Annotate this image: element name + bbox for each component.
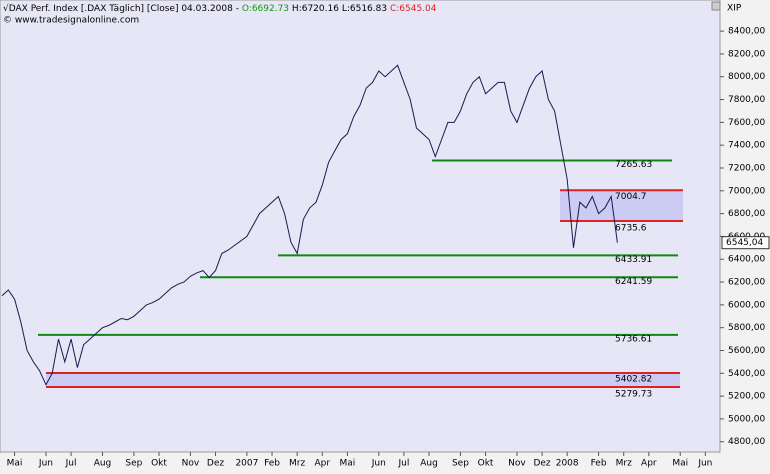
- zone: [560, 190, 683, 221]
- y-tick-label: 6400,00: [728, 255, 765, 265]
- x-tick-label: Mrz: [289, 459, 305, 469]
- x-tick-label: Mai: [7, 459, 23, 469]
- y-tick-label: 8000,00: [728, 72, 765, 82]
- level-label: 5279.73: [615, 390, 652, 400]
- x-tick-label: Okt: [478, 459, 494, 469]
- last-value-box: [721, 236, 770, 250]
- title: √DAX Perf. Index [.DAX Täglich] [Close] …: [3, 3, 239, 14]
- x-tick-label: Mai: [340, 459, 356, 469]
- y-tick-label: 7400,00: [728, 141, 765, 151]
- x-tick-label: Jul: [65, 459, 77, 469]
- level-label: 6433.91: [615, 255, 652, 265]
- last-value-label: 6545,04: [726, 238, 763, 248]
- zone: [46, 372, 680, 388]
- x-tick-label: Nov: [508, 459, 526, 469]
- y-tick-label: 6200,00: [728, 278, 765, 288]
- y-tick-label: 5400,00: [728, 369, 765, 379]
- close: C:6545.04: [390, 4, 437, 14]
- x-tick-label: Apr: [641, 459, 657, 469]
- y-tick-label: 7000,00: [728, 186, 765, 196]
- x-tick-label: Dez: [207, 459, 224, 469]
- y-tick-label: 5200,00: [728, 392, 765, 402]
- x-tick-label: Okt: [151, 459, 167, 469]
- chart-title: √DAX Perf. Index [.DAX Täglich] [Close] …: [3, 3, 437, 14]
- level-label: 7265.63: [615, 160, 652, 170]
- low: L:6516.83: [342, 4, 387, 14]
- y-tick-label: 7800,00: [728, 95, 765, 105]
- x-tick-label: 2007: [235, 459, 258, 469]
- x-tick-label: Sep: [125, 459, 142, 469]
- x-tick-label: Aug: [420, 459, 438, 469]
- x-tick-label: Dez: [533, 459, 550, 469]
- level-label: 5402.82: [615, 374, 652, 384]
- x-tick-label: Jun: [371, 459, 386, 469]
- x-tick-label: Feb: [591, 459, 607, 469]
- source: © www.tradesignalonline.com: [3, 16, 139, 26]
- x-tick-label: Jul: [397, 459, 409, 469]
- axis-name: XIP: [727, 4, 742, 14]
- x-tick-label: Nov: [182, 459, 200, 469]
- x-tick-label: Jun: [697, 459, 712, 469]
- x-tick-label: Sep: [452, 459, 469, 469]
- level-label: 6735.6: [615, 223, 647, 233]
- x-tick-label: Feb: [264, 459, 280, 469]
- y-tick-label: 5000,00: [728, 414, 765, 424]
- scroll-button[interactable]: [711, 1, 721, 11]
- y-tick-label: 8200,00: [728, 49, 765, 59]
- y-tick-label: 7600,00: [728, 118, 765, 128]
- level-label: 5736.61: [615, 334, 652, 344]
- y-tick-label: 6800,00: [728, 209, 765, 219]
- high: H:6720.16: [292, 4, 339, 14]
- x-tick-label: Mai: [672, 459, 688, 469]
- level-label: 6241.59: [615, 277, 652, 287]
- x-tick-label: Apr: [314, 459, 330, 469]
- x-tick-label: Jun: [38, 459, 53, 469]
- y-tick-label: 5800,00: [728, 323, 765, 333]
- y-tick-label: 7200,00: [728, 163, 765, 173]
- x-tick-label: Aug: [94, 459, 112, 469]
- y-tick-label: 4800,00: [728, 437, 765, 447]
- y-tick-label: 6000,00: [728, 300, 765, 310]
- y-tick-label: 5600,00: [728, 346, 765, 356]
- x-tick-label: 2008: [556, 459, 579, 469]
- x-tick-label: Mrz: [616, 459, 632, 469]
- y-tick-label: 8400,00: [728, 27, 765, 37]
- level-label: 7004.7: [615, 192, 647, 202]
- open: O:6692.73: [242, 4, 289, 14]
- price-line: [1, 64, 618, 386]
